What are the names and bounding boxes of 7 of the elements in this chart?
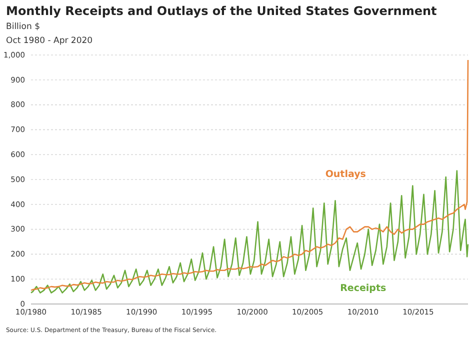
- line-series: [30, 59, 469, 291]
- text: Outlays: [325, 168, 366, 180]
- y-axis-title: Billion $: [6, 22, 40, 32]
- series-label: Receipts: [340, 283, 387, 294]
- line-series: [30, 170, 469, 294]
- chart-title: Monthly Receipts and Outlays of the United States Government: [6, 4, 438, 18]
- chart-subtitle: Oct 1980 - Apr 2020: [6, 36, 93, 46]
